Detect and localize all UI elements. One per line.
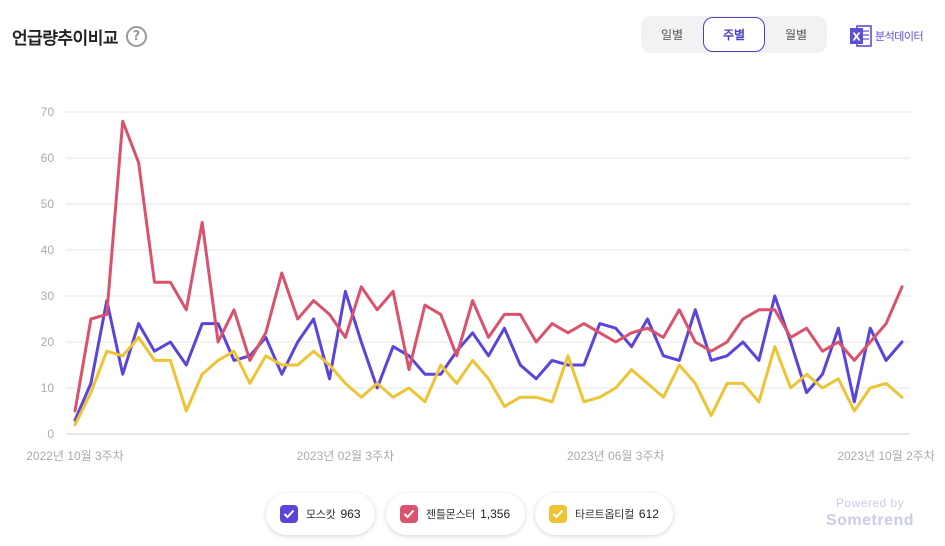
- powered-by-text: Powered by: [835, 496, 905, 510]
- y-tick-label: 20: [41, 335, 55, 349]
- x-tick-label: 2023년 10월 2주차: [837, 449, 935, 463]
- line-chart: 0 10 20 30 40 50 60 70 2022년 10월 3주차 2023년 02월 3주…: [26, 105, 935, 463]
- legend-label: 젠틀몬스터: [426, 508, 476, 521]
- title-row: 언급량추이비교 ?: [12, 22, 147, 50]
- y-tick-label: 60: [41, 151, 55, 165]
- legend: 모스캇 963 젠틀몬스터 1,356 타르트옵티컬 612: [0, 493, 945, 535]
- legend-item-tartoptical[interactable]: 타르트옵티컬 612: [535, 493, 673, 535]
- series-line-2: [73, 119, 904, 413]
- checkbox-icon[interactable]: [549, 505, 567, 523]
- x-tick-label: 2023년 02월 3주차: [297, 449, 395, 463]
- export-label: 분석데이터: [875, 30, 924, 43]
- y-tick-label: 0: [47, 427, 54, 441]
- tab-monthly[interactable]: 월별: [784, 28, 808, 42]
- export-data-button[interactable]: X 분석데이터: [850, 23, 924, 49]
- legend-label: 타르트옵티컬: [575, 508, 634, 521]
- legend-count: 1,356: [480, 507, 511, 521]
- series-line-3: [73, 335, 904, 427]
- tab-weekly[interactable]: 주별: [703, 17, 765, 52]
- y-tick-label: 70: [41, 105, 55, 119]
- checkbox-icon[interactable]: [400, 505, 418, 523]
- series-line-1: [73, 289, 904, 422]
- excel-icon: X: [850, 24, 872, 48]
- question-circle-icon[interactable]: ?: [125, 25, 147, 47]
- powered-by-badge: Powered by Sometrend: [820, 496, 920, 530]
- y-tick-label: 10: [41, 381, 55, 395]
- legend-count: 612: [638, 507, 659, 521]
- x-tick-label: 2023년 06월 3주차: [567, 449, 665, 463]
- legend-item-moscot[interactable]: 모스캇 963: [266, 493, 375, 535]
- y-tick-label: 50: [41, 197, 55, 211]
- y-tick-label: 40: [41, 243, 55, 257]
- page-title: 언급량추이비교: [12, 28, 118, 49]
- legend-count: 963: [340, 507, 361, 521]
- x-tick-label: 2022년 10월 3주차: [26, 449, 124, 463]
- tab-daily[interactable]: 일별: [660, 28, 684, 42]
- svg-text:X: X: [852, 31, 861, 44]
- y-tick-label: 30: [41, 289, 55, 303]
- legend-item-gentlemonster[interactable]: 젠틀몬스터 1,356: [386, 493, 525, 535]
- period-tabs: 일별 주별 월별: [641, 16, 827, 53]
- legend-label: 모스캇: [306, 508, 336, 521]
- brand-logo: Sometrend: [825, 512, 915, 529]
- checkbox-icon[interactable]: [280, 505, 298, 523]
